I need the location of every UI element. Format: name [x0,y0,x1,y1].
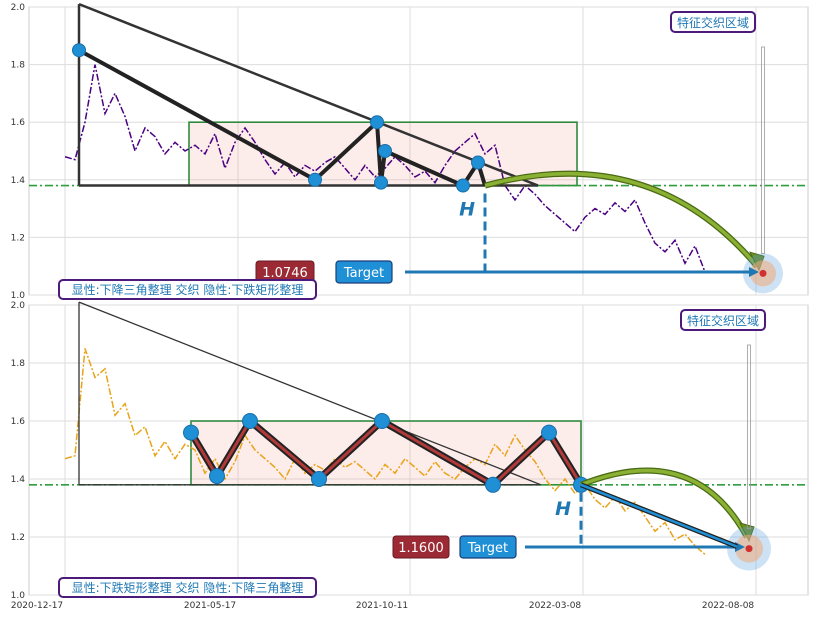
plot-area [28,6,809,296]
projection-arrow [580,483,738,548]
top-panel: 1.0 1.2 1.4 1.6 1.8 2.0 H 1.0746 Target 特征交织区域显性:… [11,2,809,301]
target-arrow-head [749,267,759,277]
y-tick-label: 1.8 [11,61,26,71]
pivot-point-marker [471,155,485,170]
triangle-upper-line [78,2,539,187]
pivot-point-marker [242,413,258,429]
zone-label-text: 特征交织区域 [687,313,759,328]
zone-label-box [680,309,766,331]
breakout-arc [580,468,749,538]
pivot-point-marker [456,178,470,193]
pivot-point-marker [308,172,322,187]
price-series-line [64,64,706,273]
pivot-point-marker [374,413,390,429]
x-tick-label: 2021-05-17 [184,601,236,611]
zone-label-text: 特征交织区域 [677,15,749,30]
h-label: H [459,199,475,221]
y-tick-label: 1.2 [11,233,25,243]
x-tick-label: 2022-08-08 [702,601,755,611]
zone-pointer-arrow [747,344,751,530]
pivot-point-marker [311,471,327,487]
target-value-text: 1.0746 [262,266,308,281]
target-label-text: Target [467,541,508,556]
zigzag-path [189,419,583,487]
pivot-point-marker [541,424,557,441]
pivot-point-marker [485,476,501,493]
y-tick-label: 1.6 [11,118,26,128]
pattern-description-text: 显性:下降三角整理 交织 隐性:下跌矩形整理 [72,282,304,297]
y-tick-label: 2.0 [11,301,26,311]
y-tick-label: 1.0 [11,291,26,301]
zone-label-box [670,11,756,33]
zone-pointer-arrow [761,46,765,254]
bottom-panel: 1.0 1.2 1.4 1.6 1.8 2.0 2020-12-17 2021-05-17 20… [11,301,809,611]
y-tick-label: 1.8 [11,359,26,369]
pattern-description-box [58,577,317,598]
target-label-text: Target [343,266,384,281]
breakout-arc [484,171,759,268]
pivot-point-marker [209,468,225,485]
pattern-description-box [58,279,317,300]
target-value-box [392,535,450,559]
target-label-box [335,260,393,284]
pivot-point-marker [72,43,86,58]
x-tick-label: 2021-10-11 [356,601,408,611]
triangle-upper-line [78,301,542,486]
y-tick-label: 1.6 [11,417,26,427]
y-tick-label: 2.0 [11,3,26,13]
y-tick-label: 1.0 [11,591,26,601]
target-center-dot [759,269,767,277]
target-value-text: 1.1600 [398,541,444,556]
y-tick-label: 1.4 [11,176,26,186]
y-tick-label: 1.2 [11,533,25,543]
pivot-point-marker [370,115,384,130]
target-label-box [459,535,517,559]
price-series-line [64,348,706,555]
x-tick-label: 2020-12-17 [11,601,63,611]
pivot-point-marker [183,424,199,441]
y-tick-label: 1.4 [11,475,26,485]
pivot-point-marker [374,175,388,190]
pivot-point-marker [378,144,392,158]
h-label: H [555,498,571,520]
target-center-dot [745,545,753,553]
x-tick-label: 2022-03-08 [529,601,582,611]
pattern-description-text: 显性:下跌矩形整理 交织 隐性:下降三角整理 [72,580,304,595]
